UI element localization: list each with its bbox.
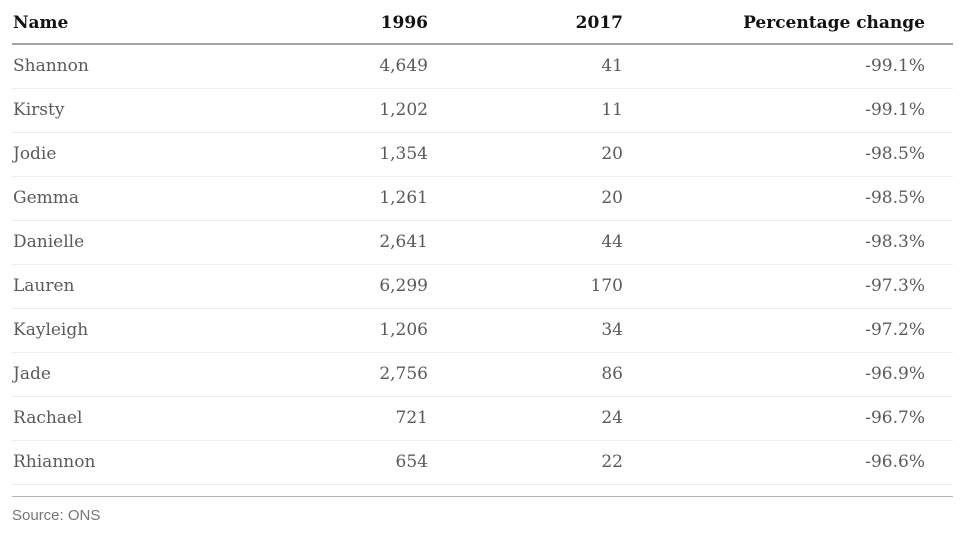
cell-2017: 24 xyxy=(428,396,623,441)
source-row: Source: ONS xyxy=(12,496,953,526)
cell-2017: 41 xyxy=(428,44,623,89)
cell-name: Lauren xyxy=(12,264,234,309)
col-header-name: Name xyxy=(12,0,234,45)
cell-1996: 2,641 xyxy=(234,220,428,265)
cell-2017: 20 xyxy=(428,132,623,177)
table-row: Lauren 6,299 170 -97.3% xyxy=(12,264,953,309)
table-row: Shannon 4,649 41 -99.1% xyxy=(12,44,953,89)
cell-2017: 11 xyxy=(428,88,623,133)
cell-change: -96.9% xyxy=(623,352,953,397)
cell-1996: 4,649 xyxy=(234,44,428,89)
cell-2017: 34 xyxy=(428,308,623,353)
cell-name: Rhiannon xyxy=(12,440,234,485)
cell-name: Danielle xyxy=(12,220,234,265)
cell-change: -97.2% xyxy=(623,308,953,353)
cell-2017: 44 xyxy=(428,220,623,265)
cell-1996: 2,756 xyxy=(234,352,428,397)
cell-name: Jodie xyxy=(12,132,234,177)
cell-change: -98.3% xyxy=(623,220,953,265)
cell-name: Gemma xyxy=(12,176,234,221)
table-body: Shannon 4,649 41 -99.1% Kirsty 1,202 11 … xyxy=(12,44,953,485)
cell-change: -96.7% xyxy=(623,396,953,441)
table-row: Rachael 721 24 -96.7% xyxy=(12,396,953,441)
cell-change: -98.5% xyxy=(623,132,953,177)
table-row: Rhiannon 654 22 -96.6% xyxy=(12,440,953,485)
cell-2017: 170 xyxy=(428,264,623,309)
cell-2017: 22 xyxy=(428,440,623,485)
cell-change: -99.1% xyxy=(623,88,953,133)
cell-1996: 6,299 xyxy=(234,264,428,309)
cell-1996: 1,202 xyxy=(234,88,428,133)
cell-name: Jade xyxy=(12,352,234,397)
table-row: Jade 2,756 86 -96.9% xyxy=(12,352,953,397)
cell-1996: 1,354 xyxy=(234,132,428,177)
table-row: Gemma 1,261 20 -98.5% xyxy=(12,176,953,221)
cell-name: Rachael xyxy=(12,396,234,441)
table-row: Kirsty 1,202 11 -99.1% xyxy=(12,88,953,133)
table-row: Danielle 2,641 44 -98.3% xyxy=(12,220,953,265)
cell-change: -96.6% xyxy=(623,440,953,485)
table-row: Jodie 1,354 20 -98.5% xyxy=(12,132,953,177)
table-header: Name 1996 2017 Percentage change xyxy=(12,0,953,45)
table-row: Kayleigh 1,206 34 -97.2% xyxy=(12,308,953,353)
names-table: Name 1996 2017 Percentage change Shannon… xyxy=(12,0,953,485)
cell-1996: 721 xyxy=(234,396,428,441)
cell-2017: 86 xyxy=(428,352,623,397)
cell-change: -98.5% xyxy=(623,176,953,221)
cell-1996: 1,206 xyxy=(234,308,428,353)
col-header-2017: 2017 xyxy=(428,0,623,45)
header-row: Name 1996 2017 Percentage change xyxy=(12,0,953,45)
cell-2017: 20 xyxy=(428,176,623,221)
cell-1996: 1,261 xyxy=(234,176,428,221)
names-table-container: Name 1996 2017 Percentage change Shannon… xyxy=(12,0,953,485)
col-header-1996: 1996 xyxy=(234,0,428,45)
cell-name: Shannon xyxy=(12,44,234,89)
col-header-percentage-change: Percentage change xyxy=(623,0,953,45)
cell-name: Kirsty xyxy=(12,88,234,133)
cell-change: -99.1% xyxy=(623,44,953,89)
cell-name: Kayleigh xyxy=(12,308,234,353)
source-note: Source: ONS xyxy=(12,507,101,524)
cell-1996: 654 xyxy=(234,440,428,485)
cell-change: -97.3% xyxy=(623,264,953,309)
